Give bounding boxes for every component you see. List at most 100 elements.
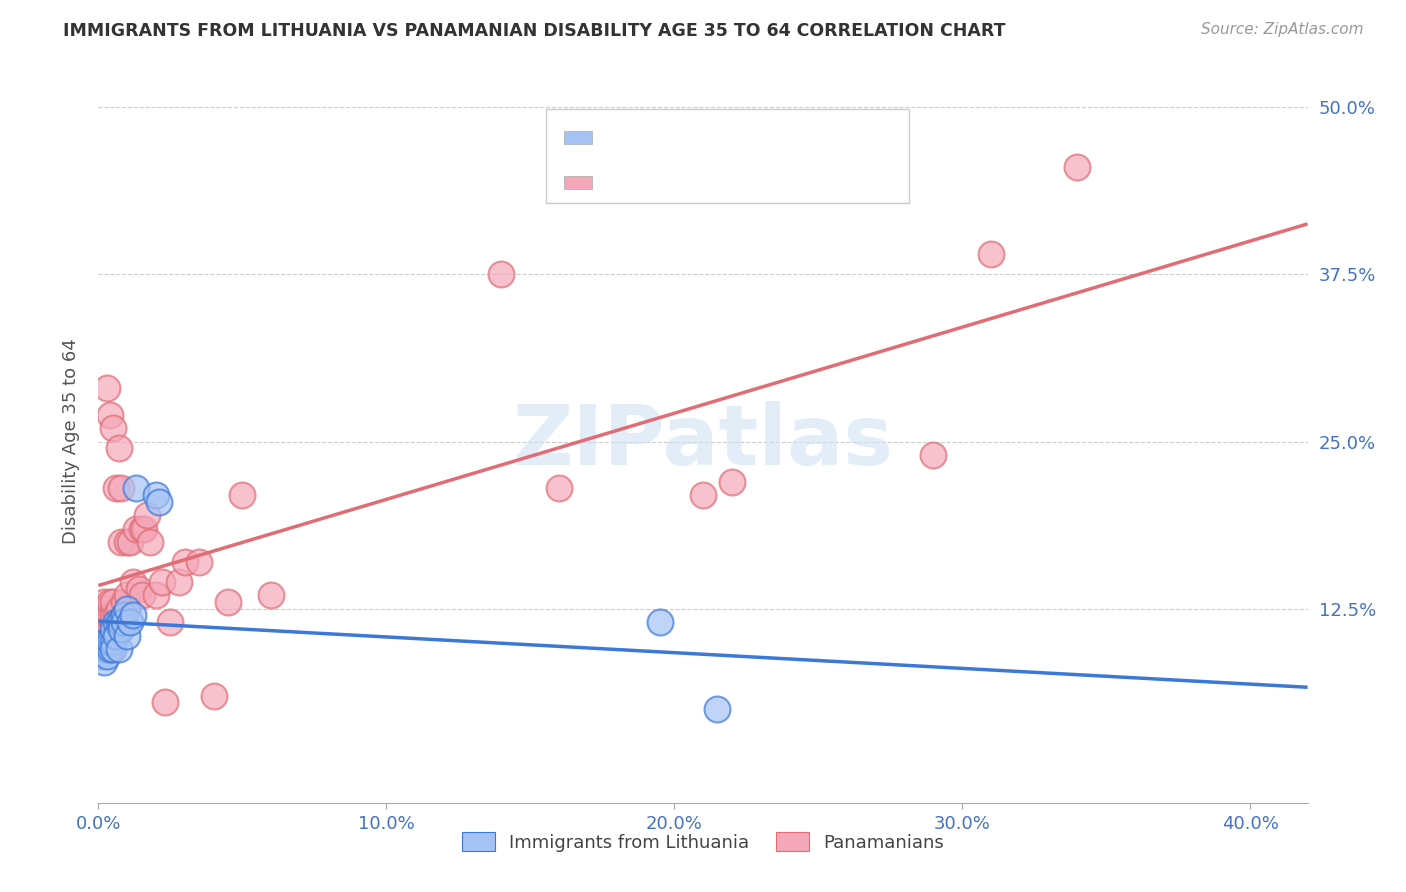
Text: 0.474: 0.474 xyxy=(645,173,702,192)
Point xyxy=(107,442,129,455)
Point xyxy=(115,629,138,643)
Point xyxy=(112,615,135,630)
Point xyxy=(125,521,148,535)
Point xyxy=(202,689,225,703)
Point xyxy=(125,482,148,496)
Text: 0.006: 0.006 xyxy=(645,128,702,146)
Text: Source: ZipAtlas.com: Source: ZipAtlas.com xyxy=(1201,22,1364,37)
Text: 55: 55 xyxy=(759,173,785,192)
Point xyxy=(128,582,150,596)
Legend: Immigrants from Lithuania, Panamanians: Immigrants from Lithuania, Panamanians xyxy=(456,825,950,859)
Point xyxy=(93,642,115,657)
Point xyxy=(93,635,115,649)
Point xyxy=(96,648,118,663)
Text: N =: N = xyxy=(724,173,758,192)
Point xyxy=(101,421,124,435)
Point xyxy=(96,615,118,630)
Point xyxy=(101,642,124,657)
Point xyxy=(120,535,142,549)
Point xyxy=(90,642,112,657)
Point xyxy=(122,575,145,590)
Point xyxy=(720,475,742,489)
Point xyxy=(101,635,124,649)
Point xyxy=(98,635,121,649)
Point xyxy=(90,648,112,663)
Point xyxy=(231,488,253,502)
Point xyxy=(115,535,138,549)
Point xyxy=(110,615,132,630)
Point xyxy=(112,595,135,609)
Point xyxy=(96,608,118,623)
Point xyxy=(148,494,170,508)
Point xyxy=(93,608,115,623)
Text: N =: N = xyxy=(724,128,758,146)
Point xyxy=(98,595,121,609)
Point xyxy=(980,247,1002,261)
Point xyxy=(692,488,714,502)
Point xyxy=(104,608,127,623)
Point xyxy=(120,615,142,630)
Point xyxy=(107,642,129,657)
Point xyxy=(260,589,283,603)
Y-axis label: Disability Age 35 to 64: Disability Age 35 to 64 xyxy=(62,339,80,544)
Text: R =: R = xyxy=(609,128,643,146)
Point xyxy=(93,622,115,636)
Point xyxy=(107,602,129,616)
Point xyxy=(110,482,132,496)
Text: ZIPatlas: ZIPatlas xyxy=(513,401,893,482)
Point xyxy=(159,615,181,630)
Point xyxy=(90,602,112,616)
Point xyxy=(115,589,138,603)
Point xyxy=(96,642,118,657)
Point xyxy=(101,608,124,623)
Point xyxy=(90,635,112,649)
Point xyxy=(96,602,118,616)
Point xyxy=(150,575,173,590)
Point xyxy=(491,268,513,282)
Point xyxy=(648,615,671,630)
Point xyxy=(93,655,115,669)
Point xyxy=(98,608,121,623)
Point xyxy=(98,408,121,422)
Point xyxy=(131,521,153,535)
Point xyxy=(134,521,156,535)
Point xyxy=(1066,161,1088,175)
Text: IMMIGRANTS FROM LITHUANIA VS PANAMANIAN DISABILITY AGE 35 TO 64 CORRELATION CHAR: IMMIGRANTS FROM LITHUANIA VS PANAMANIAN … xyxy=(63,22,1005,40)
Point xyxy=(104,629,127,643)
Point xyxy=(115,602,138,616)
Point xyxy=(122,608,145,623)
Point xyxy=(101,595,124,609)
Point xyxy=(104,482,127,496)
Point xyxy=(706,702,728,716)
Point xyxy=(110,535,132,549)
Point xyxy=(217,595,239,609)
Text: R =: R = xyxy=(609,173,643,192)
Text: 30: 30 xyxy=(759,128,785,146)
Point xyxy=(93,635,115,649)
Point xyxy=(110,622,132,636)
Point xyxy=(96,381,118,395)
Point xyxy=(104,615,127,630)
Point xyxy=(153,696,176,710)
Point xyxy=(107,615,129,630)
Point xyxy=(145,589,167,603)
Point xyxy=(101,622,124,636)
Point xyxy=(90,615,112,630)
Point xyxy=(93,595,115,609)
Point xyxy=(101,615,124,630)
Point xyxy=(104,615,127,630)
Point xyxy=(922,448,945,462)
Point xyxy=(96,635,118,649)
Point xyxy=(98,642,121,657)
Point xyxy=(188,555,211,569)
Point xyxy=(167,575,190,590)
Point xyxy=(131,589,153,603)
FancyBboxPatch shape xyxy=(546,109,908,203)
Point xyxy=(139,535,162,549)
Point xyxy=(173,555,195,569)
Point xyxy=(548,482,571,496)
Point xyxy=(145,488,167,502)
FancyBboxPatch shape xyxy=(564,176,592,189)
FancyBboxPatch shape xyxy=(564,131,592,144)
Point xyxy=(136,508,159,523)
